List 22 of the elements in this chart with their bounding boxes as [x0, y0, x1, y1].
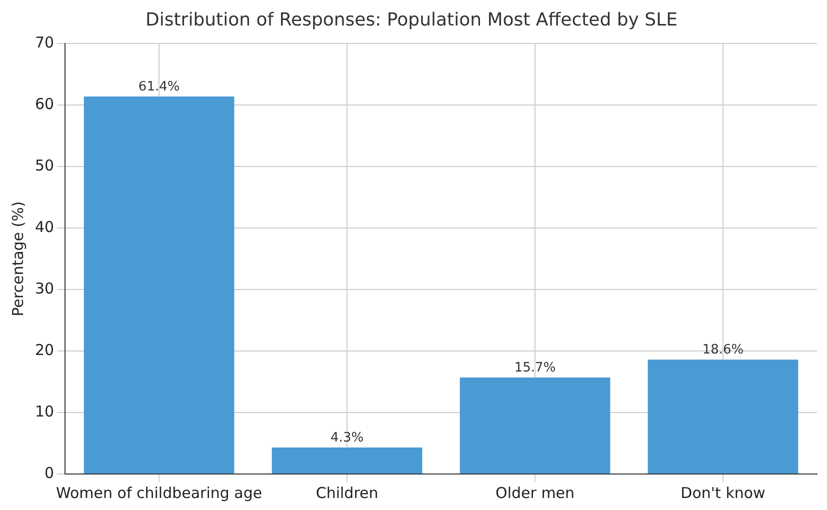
data-label: 4.3%: [330, 430, 364, 446]
bar: [272, 448, 422, 474]
y-tick-label: 30: [34, 279, 54, 298]
y-tick-label: 0: [44, 464, 54, 482]
x-tick-label: Women of childbearing age: [56, 484, 262, 502]
y-tick-label: 60: [34, 94, 54, 113]
x-tick-label: Older men: [496, 484, 575, 502]
bar: [84, 96, 234, 474]
bar: [460, 377, 610, 474]
y-tick-label: 50: [34, 156, 54, 174]
data-label: 18.6%: [702, 342, 744, 358]
bar: [648, 360, 798, 474]
y-tick-label: 10: [34, 402, 54, 420]
y-tick-label: 20: [34, 340, 54, 359]
data-label: 15.7%: [514, 360, 556, 376]
x-tick-label: Don't know: [680, 484, 766, 502]
data-label: 61.4%: [138, 79, 180, 94]
chart-title: Distribution of Responses: Population Most Affected by SLE: [145, 9, 678, 30]
y-tick-label: 40: [34, 218, 54, 236]
x-tick-label: Children: [316, 484, 378, 502]
y-axis-title: Percentage (%): [8, 201, 27, 316]
y-tick-label: 70: [34, 33, 54, 52]
